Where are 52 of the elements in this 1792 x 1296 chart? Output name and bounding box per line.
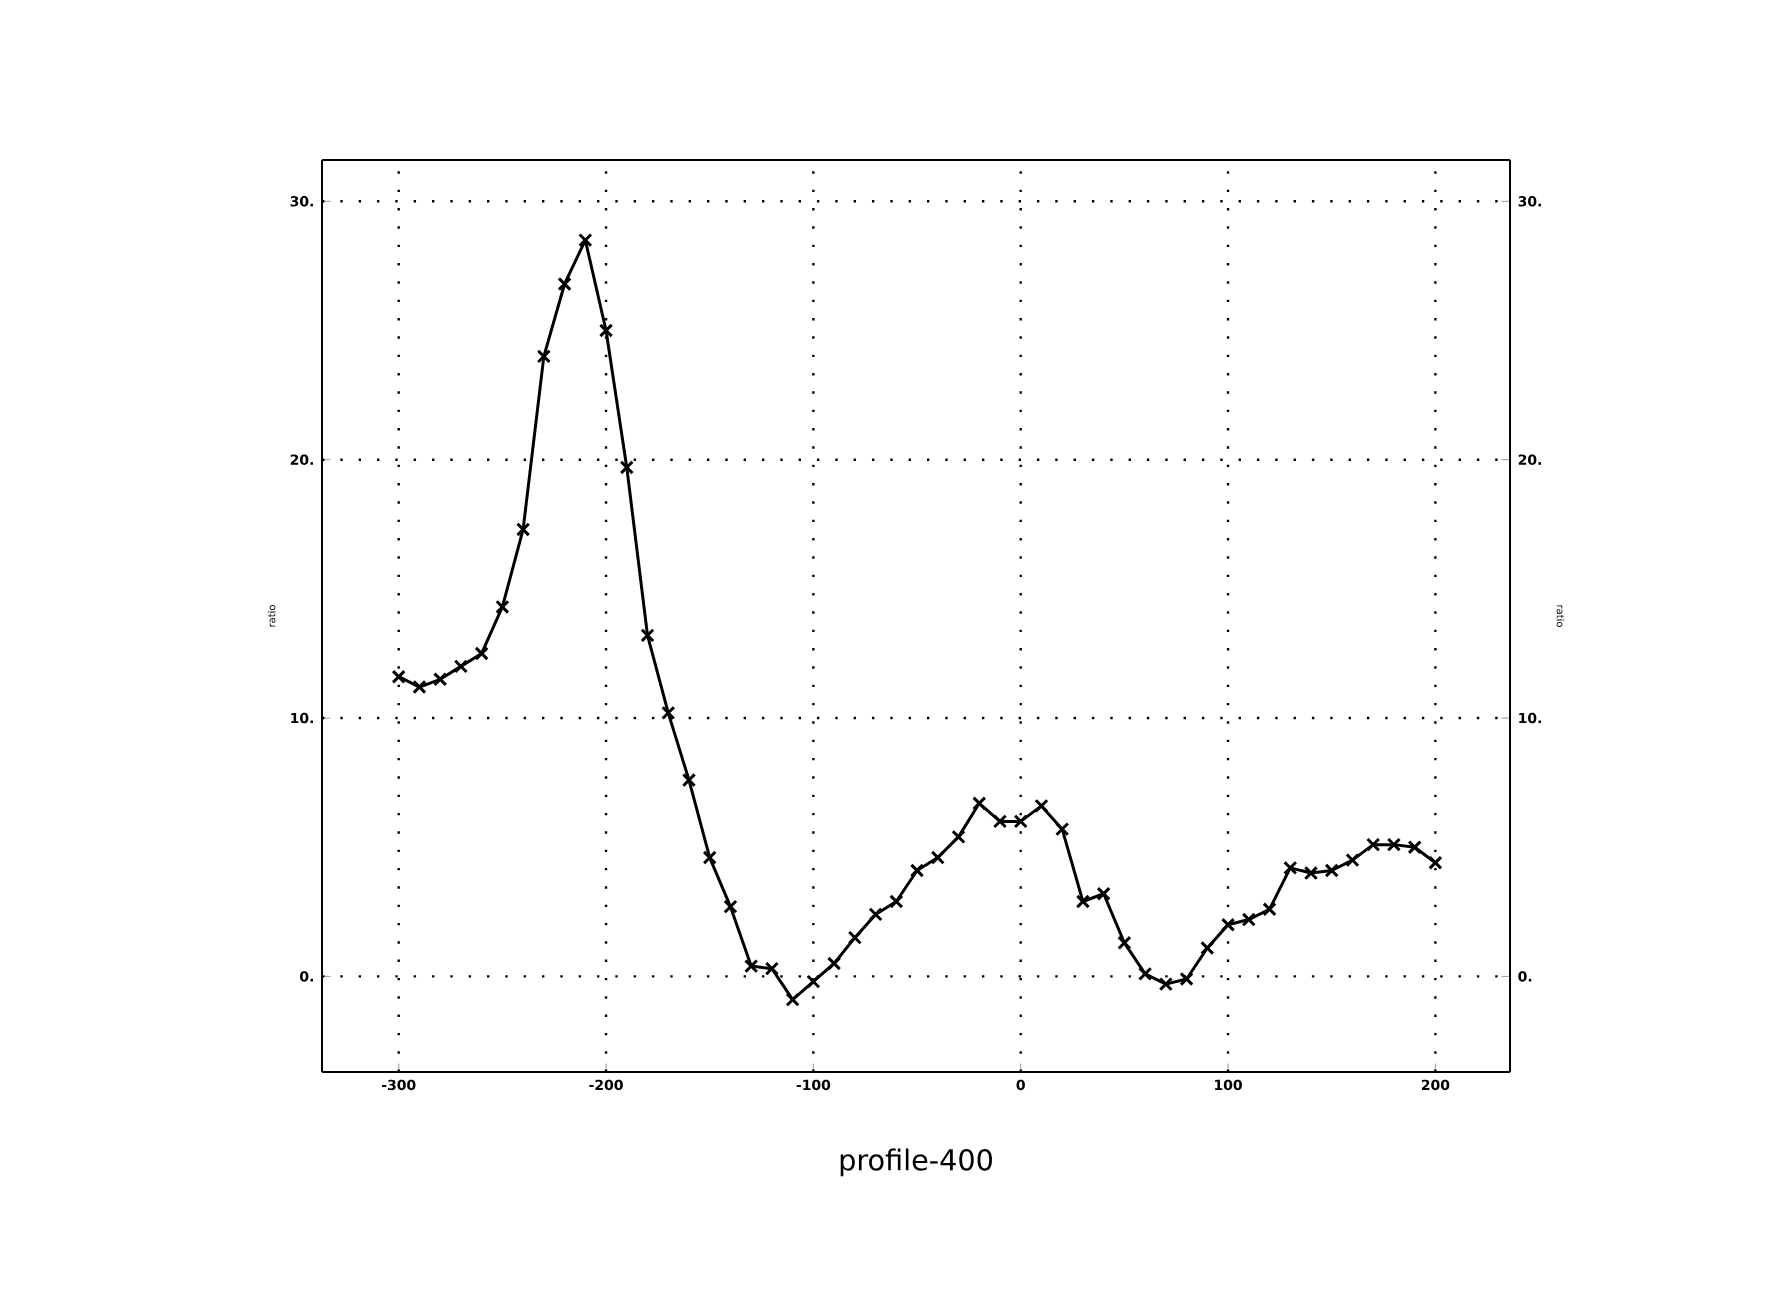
point xyxy=(1200,940,1215,956)
point xyxy=(640,628,655,643)
point xyxy=(536,349,551,364)
point xyxy=(930,850,945,865)
point xyxy=(453,659,469,674)
point xyxy=(661,705,676,721)
point xyxy=(1262,902,1277,917)
point xyxy=(474,646,489,661)
point xyxy=(1366,837,1381,852)
point xyxy=(1303,865,1319,881)
point xyxy=(826,956,842,971)
x-axis-title: profile-400 xyxy=(840,1148,992,1177)
point xyxy=(619,460,634,475)
point xyxy=(681,772,697,788)
point xyxy=(723,899,738,914)
point xyxy=(1428,855,1443,870)
point xyxy=(1345,853,1360,868)
point xyxy=(391,669,406,684)
point xyxy=(806,974,821,989)
point xyxy=(557,276,572,292)
point xyxy=(515,522,531,537)
point xyxy=(1283,860,1298,876)
point xyxy=(1137,966,1153,981)
point xyxy=(1117,935,1132,950)
point xyxy=(1096,886,1111,901)
point xyxy=(951,829,966,845)
point xyxy=(1407,840,1422,855)
point xyxy=(1386,837,1402,852)
point xyxy=(889,894,904,909)
point xyxy=(744,958,759,974)
point xyxy=(495,599,510,615)
point xyxy=(1324,863,1339,878)
point xyxy=(702,850,717,865)
point xyxy=(909,863,925,878)
point xyxy=(412,679,427,695)
point xyxy=(868,907,883,922)
point xyxy=(578,232,593,248)
point xyxy=(992,814,1008,829)
point xyxy=(1075,894,1091,909)
point xyxy=(598,323,614,338)
point xyxy=(1241,912,1256,927)
point xyxy=(972,796,987,811)
point xyxy=(1220,917,1236,932)
point xyxy=(847,930,862,945)
point xyxy=(1013,814,1028,829)
point xyxy=(1179,971,1194,987)
point xyxy=(764,961,780,976)
point xyxy=(433,672,448,687)
point xyxy=(785,992,800,1007)
point xyxy=(1158,977,1173,992)
point xyxy=(1034,798,1049,814)
point xyxy=(1055,822,1070,837)
